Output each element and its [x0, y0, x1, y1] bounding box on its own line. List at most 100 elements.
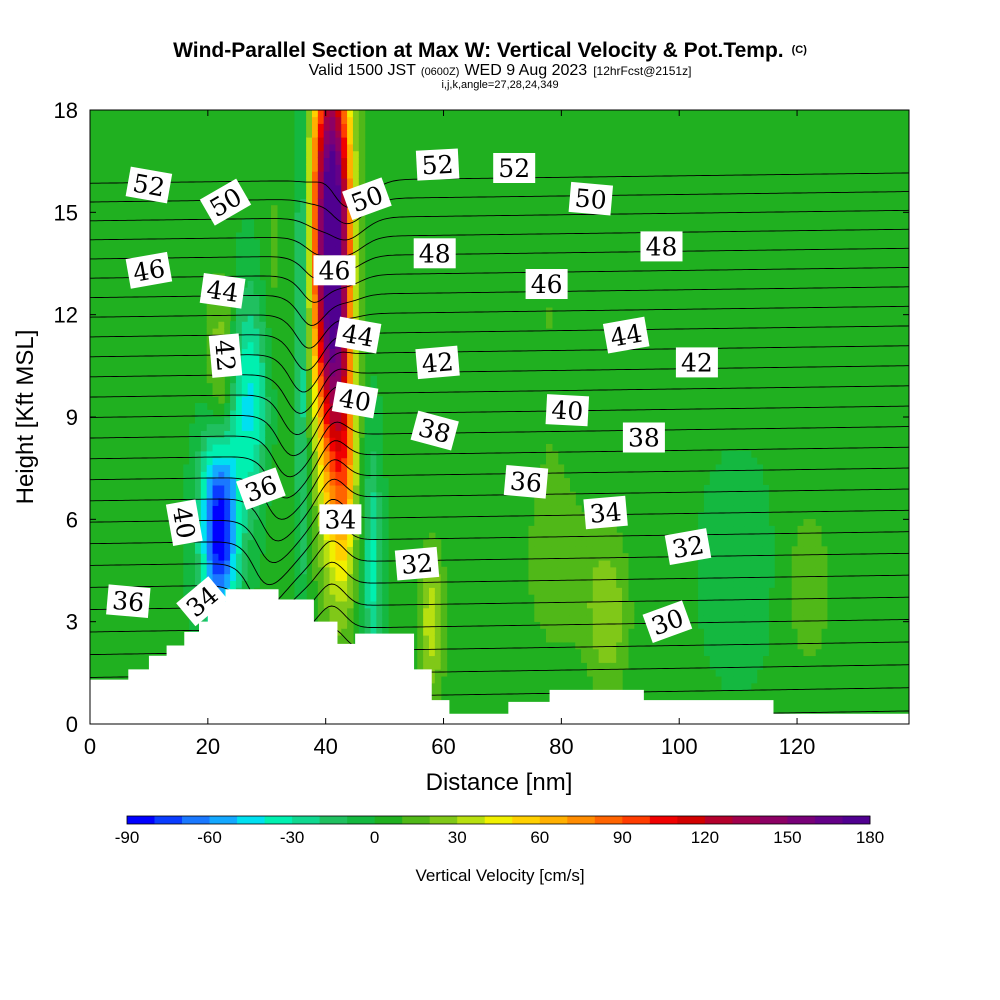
velocity-cell	[551, 491, 559, 500]
velocity-cell	[206, 362, 214, 370]
velocity-cell	[300, 252, 307, 261]
velocity-cell	[341, 171, 348, 179]
velocity-cell	[253, 300, 260, 309]
velocity-cell	[423, 662, 430, 670]
velocity-cell	[575, 580, 582, 588]
velocity-cell	[540, 464, 547, 472]
velocity-cell	[739, 471, 746, 479]
velocity-cell	[253, 409, 260, 418]
velocity-cell	[241, 287, 249, 295]
velocity-cell	[586, 546, 594, 554]
velocity-cell	[323, 314, 331, 322]
velocity-cell	[803, 566, 810, 575]
velocity-cell	[563, 566, 570, 575]
velocity-cell	[312, 116, 319, 124]
velocity-cell	[312, 130, 319, 138]
velocity-cell	[616, 682, 623, 691]
velocity-cell	[417, 648, 424, 657]
velocity-cell	[803, 621, 810, 629]
velocity-cell	[189, 573, 196, 582]
velocity-cell	[247, 348, 255, 356]
velocity-cell	[429, 580, 436, 588]
velocity-cell	[762, 512, 769, 520]
velocity-cell	[762, 594, 769, 602]
velocity-cell	[230, 573, 237, 582]
velocity-cell	[352, 136, 360, 145]
velocity-cell	[364, 491, 372, 500]
velocity-cell	[335, 136, 342, 145]
velocity-cell	[376, 539, 383, 547]
svg-text:52: 52	[421, 150, 454, 181]
velocity-cell	[586, 594, 594, 602]
velocity-cell	[715, 464, 723, 472]
velocity-cell	[352, 110, 360, 118]
velocity-cell	[592, 662, 600, 670]
velocity-cell	[750, 628, 758, 636]
velocity-cell	[809, 607, 816, 616]
svg-text:52: 52	[131, 168, 167, 202]
velocity-cell	[329, 362, 336, 370]
isentrope-label: 36	[236, 467, 286, 510]
velocity-cell	[768, 546, 775, 554]
velocity-cell	[352, 437, 360, 445]
velocity-cell	[247, 280, 255, 288]
velocity-cell	[241, 314, 249, 322]
velocity-cell	[200, 484, 208, 493]
velocity-cell	[791, 580, 799, 588]
velocity-cell	[253, 512, 260, 520]
velocity-cell	[247, 464, 255, 472]
velocity-cell	[259, 532, 266, 541]
velocity-cell	[364, 587, 372, 595]
velocity-cell	[247, 580, 255, 588]
velocity-cell	[809, 614, 816, 622]
velocity-cell	[323, 614, 331, 622]
velocity-cell	[598, 600, 606, 609]
velocity-cell	[791, 553, 799, 561]
velocity-cell	[364, 594, 372, 602]
velocity-cell	[586, 641, 594, 650]
velocity-cell	[271, 416, 278, 425]
velocity-cell	[312, 205, 319, 213]
velocity-cell	[423, 607, 430, 616]
velocity-cell	[551, 457, 559, 466]
velocity-cell	[581, 559, 588, 568]
y-tick-label: 9	[66, 405, 78, 430]
velocity-cell	[312, 478, 319, 486]
velocity-cell	[429, 614, 436, 622]
velocity-cell	[358, 580, 366, 588]
velocity-cell	[586, 559, 594, 568]
velocity-cell	[195, 546, 202, 554]
velocity-cell	[317, 396, 325, 404]
velocity-cell	[329, 539, 336, 547]
velocity-cell	[241, 362, 249, 370]
velocity-cell	[376, 594, 383, 602]
velocity-cell	[341, 464, 348, 472]
velocity-cell	[376, 525, 383, 534]
velocity-cell	[253, 532, 260, 541]
subtitle-valid: Valid 1500 JST	[309, 62, 417, 79]
velocity-cell	[569, 566, 576, 575]
velocity-cell	[294, 246, 301, 254]
velocity-cell	[352, 348, 360, 356]
velocity-cell	[300, 136, 307, 145]
velocity-cell	[434, 641, 442, 650]
velocity-cell	[335, 416, 342, 425]
svg-text:42: 42	[209, 339, 241, 373]
velocity-cell	[247, 328, 255, 336]
velocity-cell	[294, 403, 301, 411]
velocity-cell	[382, 525, 389, 534]
velocity-cell	[809, 648, 816, 657]
velocity-cell	[317, 143, 325, 152]
velocity-cell	[551, 559, 559, 568]
velocity-cell	[323, 430, 331, 438]
velocity-cell	[627, 607, 635, 616]
velocity-cell	[803, 600, 810, 609]
velocity-cell	[300, 573, 307, 582]
velocity-cell	[569, 607, 576, 616]
velocity-cell	[195, 450, 202, 459]
velocity-cell	[312, 184, 319, 193]
velocity-cell	[376, 505, 383, 513]
isentrope-label: 46	[313, 255, 356, 286]
velocity-cell	[253, 566, 260, 575]
velocity-cell	[259, 307, 266, 315]
